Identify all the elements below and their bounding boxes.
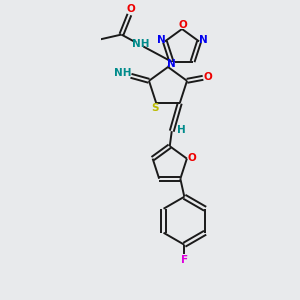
Text: O: O (204, 72, 212, 82)
Text: N: N (167, 59, 176, 69)
Text: S: S (152, 103, 159, 113)
FancyBboxPatch shape (179, 23, 187, 28)
FancyBboxPatch shape (200, 38, 207, 43)
FancyBboxPatch shape (131, 42, 143, 48)
Text: NH: NH (114, 68, 132, 78)
FancyBboxPatch shape (167, 61, 175, 67)
Text: O: O (188, 153, 196, 163)
FancyBboxPatch shape (158, 38, 164, 43)
Text: O: O (126, 4, 135, 14)
Text: N: N (199, 35, 208, 45)
FancyBboxPatch shape (112, 71, 126, 77)
Text: O: O (178, 20, 188, 30)
Text: F: F (181, 255, 188, 265)
FancyBboxPatch shape (205, 74, 212, 79)
Text: N: N (157, 35, 165, 45)
Text: H: H (177, 125, 186, 135)
FancyBboxPatch shape (188, 155, 195, 160)
FancyBboxPatch shape (85, 37, 101, 43)
Text: NH: NH (132, 39, 149, 49)
FancyBboxPatch shape (181, 256, 188, 261)
FancyBboxPatch shape (151, 105, 159, 111)
FancyBboxPatch shape (178, 128, 185, 133)
FancyBboxPatch shape (127, 7, 134, 12)
